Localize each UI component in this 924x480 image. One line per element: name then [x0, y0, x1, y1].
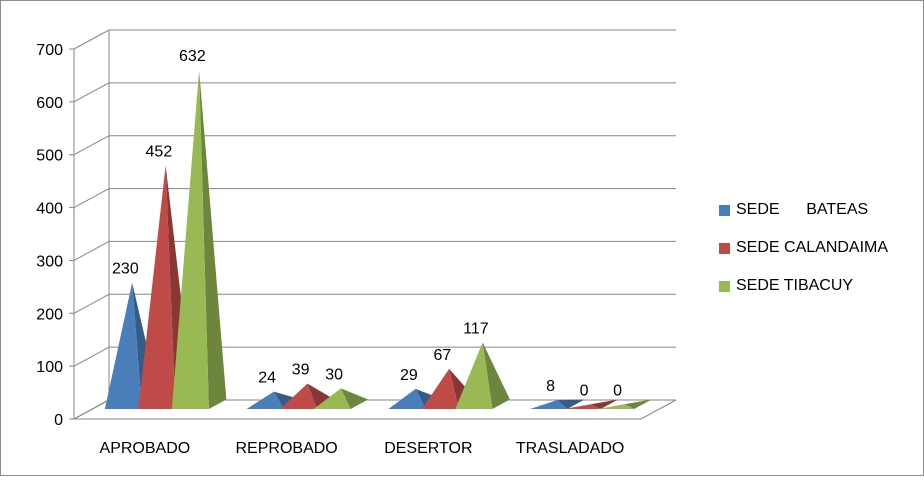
data-label-desertor-2: 117: [463, 320, 489, 337]
data-label-aprobado-1: 452: [146, 143, 173, 160]
chart-legend: SEDE BATEAS SEDE CALANDAIMA SEDE TIBACUY: [719, 191, 888, 305]
pyramid-reprobado-2: [313, 388, 369, 409]
legend-swatch-tibacuy: [719, 280, 730, 292]
side-wall-line-600: [73, 82, 110, 103]
legend-item-bateas: SEDE BATEAS: [719, 191, 888, 229]
pyramid-front-face: [388, 388, 426, 409]
legend-swatch-bateas: [719, 204, 730, 216]
pyramid-side-face: [273, 391, 302, 409]
legend-label-tibacuy: SEDE TIBACUY: [736, 277, 854, 294]
side-wall-line-100: [73, 346, 110, 367]
pyramid-front-face: [138, 165, 176, 409]
pyramid-trasladado-0: [530, 399, 585, 409]
legend-label-calandaima: SEDE CALANDAIMA: [736, 239, 889, 256]
pyramid-reprobado-0: [246, 391, 302, 409]
data-label-trasladado-1: 0: [580, 382, 589, 399]
pyramid-front-face: [455, 342, 493, 409]
pyramid-front-face: [246, 391, 284, 409]
data-label-reprobado-2: 30: [325, 366, 343, 383]
x-tick-label-reprobado: REPROBADO: [236, 440, 338, 457]
side-wall-line-200: [73, 293, 110, 314]
pyramid-side-face: [340, 388, 369, 409]
legend-label-bateas: SEDE BATEAS: [736, 201, 869, 218]
legend-swatch-calandaima: [719, 242, 730, 254]
pyramid-side-face: [557, 399, 585, 409]
pyramid-trasladado-1: [563, 399, 619, 409]
y-tick-label-0: 0: [54, 412, 63, 429]
data-label-reprobado-1: 39: [292, 362, 310, 379]
x-tick-label-desertor: DESERTOR: [384, 440, 472, 457]
pyramid-desertor-2: [455, 342, 510, 409]
side-wall-line-400: [73, 188, 110, 209]
pyramid-trasladado-2: [597, 399, 652, 409]
pyramid-front-face: [171, 70, 209, 409]
pyramid-front-face: [563, 404, 601, 409]
pyramid-side-face: [199, 70, 227, 409]
y-tick-label-300: 300: [36, 253, 63, 270]
y-tick-label-100: 100: [36, 359, 63, 376]
x-tick-label-aprobado: APROBADO: [100, 440, 191, 457]
data-label-trasladado-0: 8: [546, 378, 555, 395]
pyramid-front-face: [530, 400, 568, 409]
pyramid-side-face: [624, 399, 652, 409]
data-label-aprobado-0: 230: [112, 261, 139, 278]
pyramid-front-face: [104, 282, 142, 409]
pyramid-side-face: [482, 342, 510, 409]
y-tick-label-400: 400: [36, 201, 63, 218]
x-tick-label-trasladado: TRASLADADO: [516, 440, 624, 457]
side-wall-line-700: [73, 29, 110, 50]
y-tick-label-700: 700: [36, 42, 63, 59]
data-label-trasladado-2: 0: [613, 382, 622, 399]
y-tick-label-600: 600: [36, 95, 63, 112]
pyramid-front-face: [597, 404, 635, 409]
pyramid-front-face: [313, 388, 351, 409]
y-tick-label-500: 500: [36, 148, 63, 165]
pyramid-front-face: [280, 383, 318, 409]
legend-item-tibacuy: SEDE TIBACUY: [719, 267, 888, 305]
legend-item-calandaima: SEDE CALANDAIMA: [719, 229, 888, 267]
pyramid-side-face: [590, 399, 619, 409]
y-tick-label-200: 200: [36, 306, 63, 323]
side-wall-line-300: [73, 240, 110, 261]
side-wall-line-500: [73, 135, 110, 156]
data-label-desertor-1: 67: [433, 347, 451, 364]
data-label-desertor-0: 29: [400, 367, 418, 384]
pyramid-front-face: [421, 368, 459, 409]
data-label-aprobado-2: 632: [179, 48, 206, 65]
pyramid-aprobado-2: [171, 70, 227, 409]
data-label-reprobado-0: 24: [258, 370, 276, 387]
